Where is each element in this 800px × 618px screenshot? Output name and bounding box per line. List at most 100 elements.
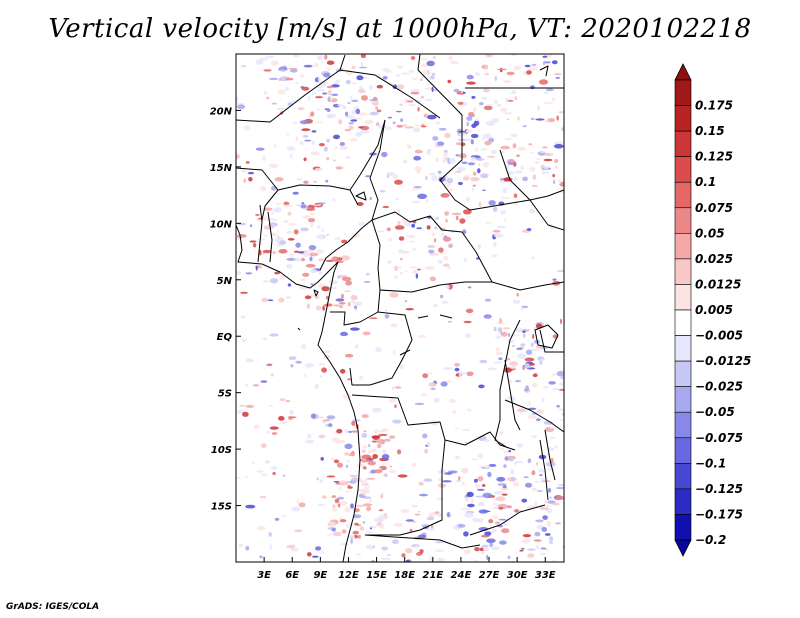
shade-patch — [572, 386, 581, 390]
shade-patch — [419, 549, 424, 554]
shade-patch — [492, 206, 498, 212]
border-gabon — [330, 311, 379, 326]
shade-patch — [444, 132, 451, 139]
shade-patch — [260, 380, 268, 383]
shade-patch — [511, 477, 515, 482]
lat-tick-label: 15S — [211, 502, 232, 513]
border-niger-nigeria — [277, 184, 359, 206]
shade-patch — [369, 497, 372, 503]
shade-patch — [428, 515, 434, 518]
shade-patch — [494, 582, 500, 586]
shade-patch — [555, 495, 564, 500]
shade-patch — [470, 139, 474, 145]
shade-patch — [454, 367, 460, 372]
shade-patch — [538, 79, 549, 85]
shade-patch — [570, 378, 576, 381]
shade-patch — [313, 62, 319, 68]
shade-patch — [436, 141, 445, 147]
shade-patch — [516, 154, 520, 157]
shade-patch — [428, 249, 435, 254]
shade-patch — [332, 508, 338, 512]
shade-patch — [532, 333, 535, 340]
shade-patch — [328, 280, 338, 285]
shade-patch — [390, 323, 398, 328]
shade-patch — [523, 476, 529, 479]
shade-patch — [530, 66, 538, 71]
shade-patch — [497, 483, 507, 486]
shade-patch — [484, 140, 492, 146]
shade-patch — [350, 119, 358, 122]
shade-patch — [272, 234, 279, 237]
shade-patch — [430, 387, 436, 390]
shade-patch — [524, 388, 529, 392]
shade-patch — [322, 305, 325, 311]
shade-patch — [578, 386, 582, 390]
shade-patch — [326, 85, 334, 89]
shade-patch — [543, 420, 554, 425]
shade-patch — [493, 361, 503, 364]
shade-patch — [461, 91, 464, 94]
shade-patch — [311, 130, 317, 133]
lake-malawi — [544, 429, 556, 481]
shade-patch — [387, 260, 392, 264]
shade-patch — [315, 546, 322, 551]
shade-patch — [487, 471, 492, 478]
shade-patch — [545, 44, 549, 48]
shade-patch — [425, 175, 428, 181]
shade-patch — [474, 547, 480, 552]
shade-patch — [256, 526, 266, 531]
shade-patch — [305, 263, 316, 268]
shade-patch — [414, 149, 423, 154]
shade-patch — [396, 84, 405, 90]
shade-patch — [400, 72, 411, 75]
shade-patch — [481, 138, 484, 140]
shade-patch — [414, 166, 422, 172]
shade-patch — [236, 476, 241, 479]
shade-patch — [494, 521, 501, 525]
shade-patch — [432, 136, 439, 141]
shade-patch — [521, 498, 528, 503]
shade-patch — [485, 120, 496, 126]
shade-patch — [361, 457, 367, 464]
shade-patch — [242, 411, 249, 417]
border-benin-nigeria — [267, 211, 273, 263]
shade-patch — [406, 100, 414, 103]
shade-patch — [342, 105, 347, 110]
shade-patch — [462, 176, 469, 181]
shade-patch — [266, 96, 270, 100]
shade-patch — [287, 211, 292, 216]
shade-patch — [364, 531, 375, 534]
shade-patch — [290, 153, 293, 159]
shade-patch — [304, 373, 307, 378]
shade-patch — [424, 87, 434, 90]
shade-patch — [295, 81, 299, 85]
shade-patch — [545, 88, 554, 92]
shade-patch — [300, 278, 306, 281]
shade-patch — [310, 294, 315, 298]
shade-patch — [417, 107, 420, 112]
shade-patch — [320, 457, 324, 461]
shade-patch — [572, 119, 577, 123]
shade-patch — [245, 476, 249, 479]
shade-patch — [354, 305, 357, 310]
shade-patch — [302, 135, 309, 138]
border-zambia-zimbabwe — [469, 504, 546, 536]
shade-patch — [299, 74, 305, 78]
shade-patch — [278, 78, 282, 81]
shade-patch — [420, 524, 429, 527]
lat-tick-label: 20N — [210, 106, 233, 117]
shade-patch — [347, 430, 353, 433]
shade-patch — [400, 118, 403, 122]
shade-patch — [293, 229, 299, 235]
shade-patch — [360, 54, 366, 59]
shade-patch — [539, 473, 543, 477]
shade-patch — [567, 410, 570, 413]
shade-patch — [496, 103, 502, 107]
shade-patch — [315, 96, 323, 99]
shade-patch — [308, 218, 316, 223]
shade-patch — [444, 565, 450, 569]
shade-patch — [355, 553, 362, 556]
shade-patch — [539, 151, 547, 154]
shade-patch — [359, 526, 365, 531]
